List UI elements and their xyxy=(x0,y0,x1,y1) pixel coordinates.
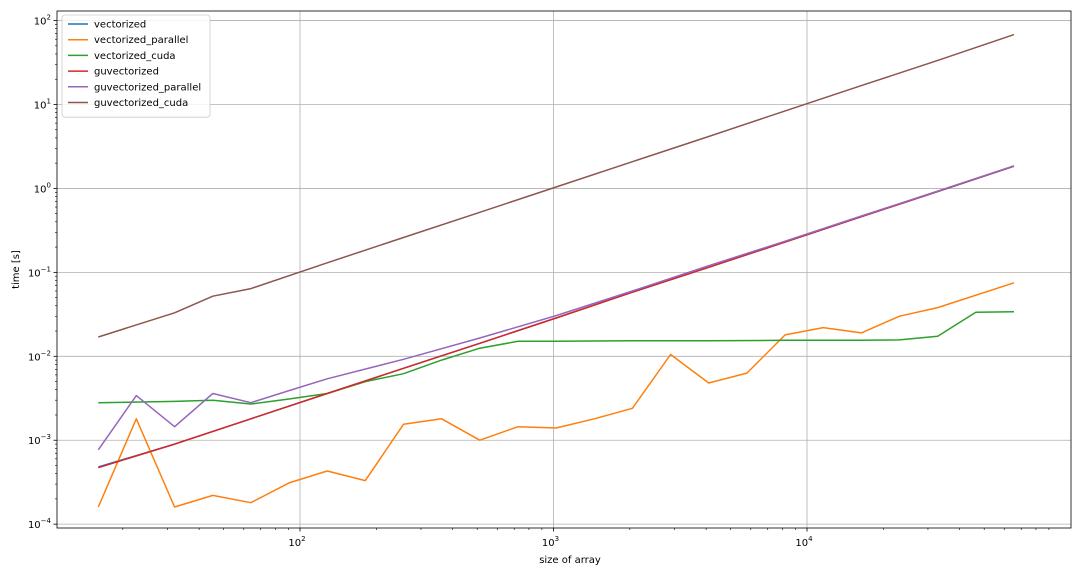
legend: vectorized vectorized_parallel vectorized_… xyxy=(61,14,211,118)
x-tick-label: 104 xyxy=(795,535,813,549)
y-tick-label: 10−4 xyxy=(28,517,52,531)
legend-label: vectorized_parallel xyxy=(94,35,188,46)
x-tick-label: 102 xyxy=(288,535,305,549)
y-tick-label: 102 xyxy=(34,14,51,28)
legend-label: guvectorized_parallel xyxy=(94,82,201,93)
y-tick-label: 10−1 xyxy=(28,265,51,279)
plot-area-frame xyxy=(56,10,1072,529)
legend-label: vectorized xyxy=(94,20,146,31)
x-axis-label: size of array xyxy=(539,555,601,566)
legend-box xyxy=(61,14,211,118)
y-axis-label: time [s] xyxy=(11,250,22,289)
y-tick-label: 10−3 xyxy=(28,433,51,447)
series-line-vectorized_parallel xyxy=(97,282,1015,508)
grid xyxy=(57,11,1071,528)
y-tick-label: 10−2 xyxy=(28,349,51,363)
legend-label: guvectorized xyxy=(94,67,159,78)
series-line-guvectorized_cuda xyxy=(98,33,1015,338)
legend-label: vectorized_cuda xyxy=(94,51,176,62)
axis-ticks: 102 103 104 10−4 10−3 10−2 10−1 100 101 102 xyxy=(28,14,1050,549)
x-tick-label: 103 xyxy=(542,535,559,549)
y-tick-label: 101 xyxy=(34,97,51,111)
y-tick-label: 100 xyxy=(34,181,51,195)
legend-label: guvectorized_cuda xyxy=(94,98,188,109)
series-line-guvectorized_parallel xyxy=(97,165,1015,451)
plot-series xyxy=(97,33,1015,508)
series-line-vectorized_cuda xyxy=(98,310,1015,405)
